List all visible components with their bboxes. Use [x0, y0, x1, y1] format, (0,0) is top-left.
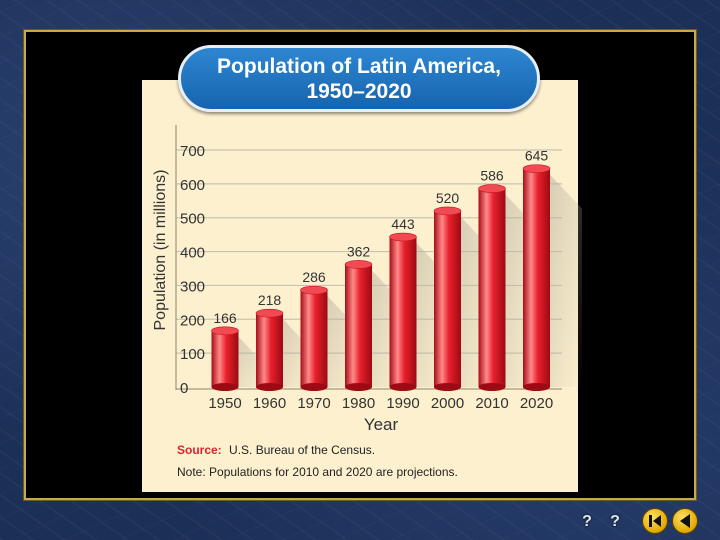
x-tick-label-1990: 1990 [386, 395, 419, 412]
x-tick-label-2010: 2010 [475, 395, 508, 412]
x-tick-label-2020: 2020 [520, 395, 553, 412]
bar-bottom [389, 383, 417, 391]
bar-1960 [255, 308, 284, 391]
bar-body [389, 237, 417, 387]
y-tick-labels: 0 100 200 300 400 500 600 700 [180, 143, 205, 397]
bar-1950 [211, 326, 239, 391]
bar-bottom [523, 383, 550, 391]
y-axis-title: Population (in millions) [152, 170, 169, 331]
source-line: Source: U.S. Bureau of the Census. [177, 443, 375, 457]
first-slide-icon[interactable] [642, 508, 668, 534]
bar-body [434, 210, 461, 387]
chart-title: Population of Latin America, 1950–2020 [178, 45, 540, 112]
bar-body [300, 290, 328, 387]
data-labels: 166 218 286 362 443 520 586 645 [213, 148, 548, 326]
bar-top [522, 164, 551, 173]
bar-bottom [300, 383, 328, 391]
question-icon[interactable]: ? [610, 513, 620, 530]
bar-bottom [211, 383, 239, 391]
help-icon[interactable]: ? [582, 513, 592, 530]
x-tick-label-1960: 1960 [253, 395, 286, 412]
y-tick-label: 500 [180, 211, 205, 228]
x-tick-label-1970: 1970 [297, 395, 330, 412]
bar-bottom [478, 383, 506, 391]
y-tick-label: 0 [180, 380, 188, 397]
y-tick-label: 600 [180, 177, 205, 194]
bars [211, 164, 551, 391]
x-tick-label-2000: 2000 [431, 395, 464, 412]
data-label-1980: 362 [347, 243, 371, 259]
data-label-1950: 166 [213, 310, 237, 326]
bar-top [255, 308, 284, 318]
data-label-1990: 443 [391, 216, 415, 232]
bar-2020 [522, 164, 551, 391]
bar-body [211, 330, 239, 387]
bar-body [523, 168, 550, 387]
bar-top [433, 206, 462, 216]
chart-title-line-1: Population of Latin America, [217, 54, 501, 78]
data-label-1970: 286 [302, 269, 326, 285]
bar-top [211, 326, 239, 336]
bar-body [256, 313, 283, 387]
bar-1980 [344, 260, 373, 391]
y-tick-label: 700 [180, 143, 205, 160]
y-tick-label: 300 [180, 278, 205, 295]
bar-top [478, 184, 506, 193]
data-label-2010: 586 [480, 168, 504, 184]
bar-top [300, 285, 328, 295]
bar-top [344, 260, 373, 269]
bar-bottom [345, 383, 372, 391]
projection-note: Note: Populations for 2010 and 2020 are … [177, 465, 458, 479]
bar-2010 [478, 184, 506, 391]
bar-2000 [433, 206, 462, 391]
data-label-1960: 218 [258, 292, 282, 308]
bar-1990 [389, 232, 417, 391]
y-tick-label: 200 [180, 312, 205, 329]
x-tick-label-1980: 1980 [342, 395, 375, 412]
bar-bottom [434, 383, 461, 391]
previous-slide-icon[interactable] [672, 508, 698, 534]
bar-body [478, 188, 506, 387]
x-tick-labels: 1950 1960 1970 1980 1990 2000 2010 2020 [208, 395, 553, 412]
source-text: U.S. Bureau of the Census. [229, 443, 375, 457]
data-label-2020: 645 [525, 148, 549, 164]
source-label: Source: [177, 443, 222, 457]
data-label-2000: 520 [436, 190, 460, 206]
y-tick-label: 400 [180, 245, 205, 262]
y-tick-label: 100 [180, 346, 205, 363]
chart-title-line-2: 1950–2020 [306, 79, 412, 103]
x-tick-label-1950: 1950 [208, 395, 241, 412]
bar-bottom [256, 383, 283, 391]
bar-body [345, 264, 372, 387]
bar-shadow [550, 174, 582, 387]
bar-1970 [300, 285, 328, 391]
bar-top [389, 232, 417, 242]
slide-navigation: ? ? [576, 508, 704, 538]
x-axis-title: Year [364, 415, 399, 434]
